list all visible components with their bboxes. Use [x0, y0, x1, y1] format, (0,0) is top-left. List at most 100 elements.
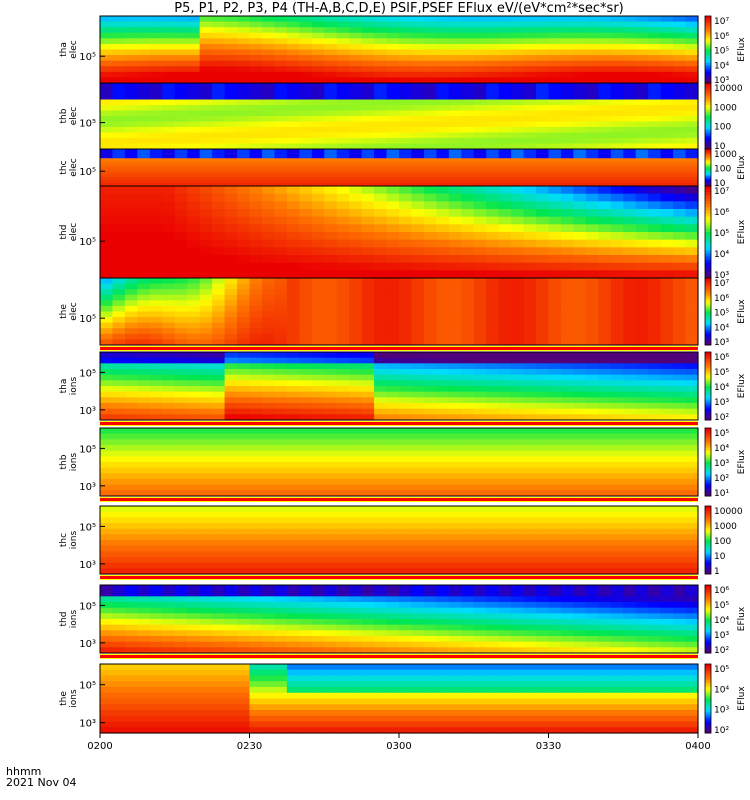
spectrogram-cell [336, 49, 350, 56]
spectrogram-cell [349, 83, 363, 90]
spectrogram-cell [648, 339, 662, 346]
spectrogram-cell [399, 16, 413, 23]
spectrogram-cell [560, 439, 575, 446]
spectrogram-cell [635, 551, 649, 558]
spectrogram-cell [336, 386, 350, 393]
spectrogram-cell [212, 176, 226, 181]
spectrogram-cell [598, 484, 612, 491]
spectrogram-cell [162, 55, 176, 62]
colorbar-cell [705, 71, 711, 75]
spectrogram-cell [386, 322, 400, 329]
colorbar-tick-label: 10⁶ [714, 208, 729, 218]
spectrogram-cell [585, 262, 599, 271]
spectrogram-cell [336, 161, 350, 166]
spectrogram-cell [336, 322, 350, 329]
spectrogram-cell [386, 173, 400, 178]
spectrogram-cell [137, 445, 151, 452]
spectrogram-cell [461, 428, 475, 435]
spectrogram-cell [237, 391, 251, 398]
spectrogram-cell [174, 167, 188, 172]
spectrogram-cell [673, 545, 687, 552]
spectrogram-cell [411, 16, 425, 23]
spectrogram-cell [448, 456, 462, 463]
spectrogram-cell [473, 232, 487, 241]
spectrogram-cell [573, 374, 587, 381]
spectrogram-cell [311, 110, 325, 117]
spectrogram-cell [523, 193, 537, 202]
spectrogram-cell [286, 32, 300, 39]
spectrogram-cell [411, 161, 425, 166]
spectrogram-cell [274, 545, 288, 552]
spectrogram-cell [660, 484, 674, 491]
spectrogram-cell [523, 83, 537, 90]
spectrogram-cell [673, 363, 687, 370]
spectrogram-cell [386, 27, 400, 34]
spectrogram-cell [249, 16, 263, 23]
spectrogram-cell [237, 173, 251, 178]
spectrogram-cell [174, 408, 188, 415]
spectrogram-cell [137, 369, 151, 376]
spectrogram-cell [573, 186, 587, 195]
spectrogram-cell [124, 352, 138, 359]
spectrogram-cell [399, 138, 413, 145]
spectrogram-cell [237, 511, 251, 518]
colorbar-2 [704, 82, 712, 150]
colorbar-cell [705, 457, 711, 461]
colorbar-cell [705, 338, 711, 342]
spectrogram-cell [386, 71, 400, 79]
spectrogram-cell [598, 27, 612, 34]
spectrogram-cell [560, 528, 575, 535]
spectrogram-cell [311, 294, 325, 301]
spectrogram-cell [548, 450, 562, 457]
spectrogram-cell [423, 528, 437, 535]
panel-ylabel: elec [69, 223, 79, 242]
spectrogram-cell [560, 186, 575, 195]
spectrogram-cell [423, 357, 437, 364]
spectrogram-cell [660, 528, 674, 535]
spectrogram-cell [187, 333, 201, 341]
spectrogram-cell [486, 116, 500, 123]
spectrogram-cell [237, 540, 251, 547]
spectrogram-cell [598, 322, 612, 329]
spectrogram-cell [436, 439, 450, 446]
spectrogram-cell [374, 289, 388, 296]
spectrogram-cell [286, 311, 300, 318]
spectrogram-cell [286, 568, 300, 575]
spectrogram-cell [261, 473, 276, 480]
spectrogram-cell [660, 397, 674, 404]
spectrogram-cell [261, 27, 276, 34]
spectrogram-cell [585, 479, 599, 486]
spectrogram-cell [274, 322, 288, 329]
spectrogram-cell [100, 158, 114, 162]
spectrogram-cell [349, 43, 363, 51]
spectrogram-cell [685, 333, 699, 341]
spectrogram-cell [623, 173, 637, 178]
spectrogram-cell [448, 357, 462, 364]
spectrogram-cell [261, 193, 276, 202]
spectrogram-cell [137, 374, 151, 381]
spectrogram-cell [336, 132, 350, 139]
spectrogram-cell [249, 127, 263, 134]
spectrogram-cell [361, 170, 375, 175]
spectrogram-cell [511, 149, 525, 153]
spectrogram-cell [249, 49, 263, 56]
spectrogram-cell [436, 386, 450, 393]
spectrogram-cell [336, 55, 350, 62]
spectrogram-cell [299, 462, 313, 469]
spectrogram-cell [448, 462, 462, 469]
spectrogram-cell [100, 357, 114, 364]
spectrogram-cell [386, 38, 400, 45]
spectrogram-cell [423, 391, 437, 398]
spectrogram-cell [374, 27, 388, 34]
spectrogram-cell [274, 484, 288, 491]
spectrogram-cell [374, 305, 388, 313]
spectrogram-cell [685, 450, 699, 457]
spectrogram-cell [149, 408, 163, 415]
spectrogram-cell [237, 270, 251, 279]
spectrogram-cell [336, 339, 350, 346]
spectrogram-cell [523, 506, 537, 513]
spectrogram-cell [685, 209, 699, 218]
spectrogram-cell [673, 158, 687, 162]
spectrogram-cell [100, 473, 114, 480]
spectrogram-cell [673, 305, 687, 313]
